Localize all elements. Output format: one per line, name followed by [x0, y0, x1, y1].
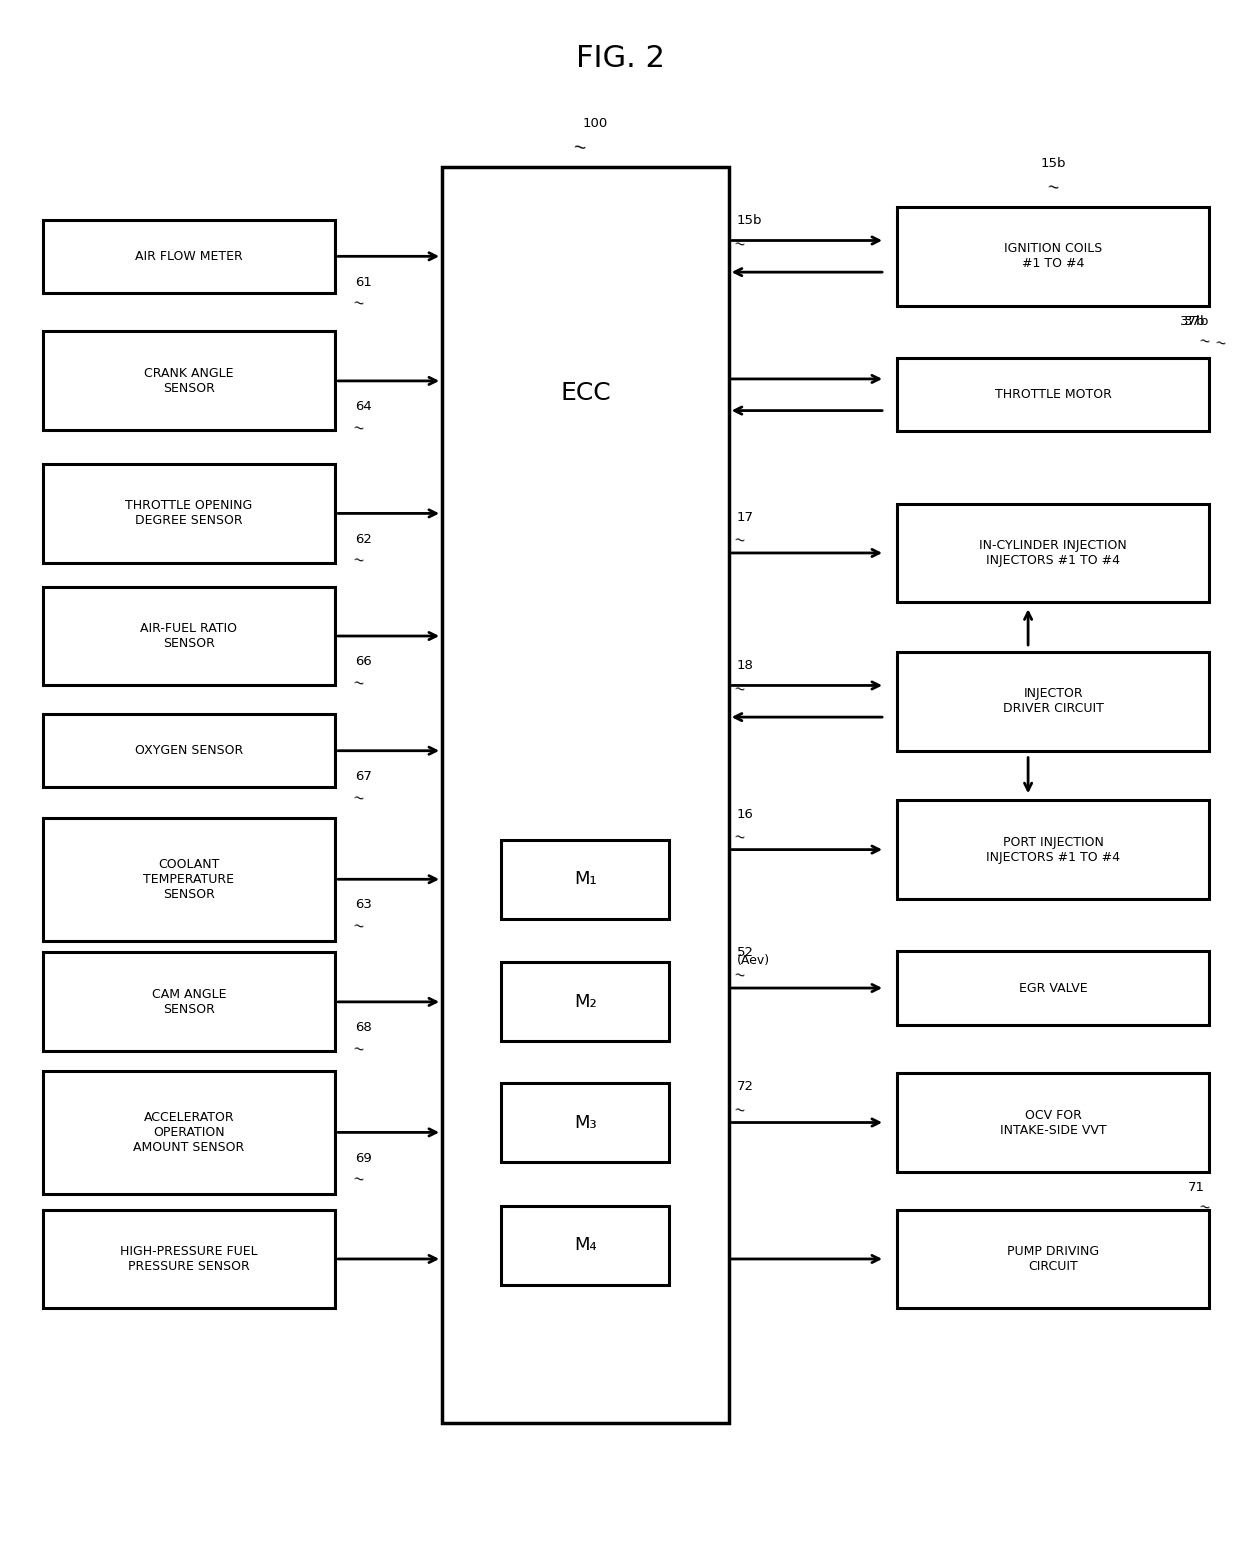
Bar	[501, 1083, 670, 1162]
Bar	[42, 331, 335, 430]
Bar	[897, 951, 1209, 1025]
Text: ~: ~	[1198, 1199, 1211, 1216]
Text: M₄: M₄	[574, 1236, 596, 1254]
Text: THROTTLE MOTOR: THROTTLE MOTOR	[994, 388, 1111, 401]
Text: OCV FOR
INTAKE-SIDE VVT: OCV FOR INTAKE-SIDE VVT	[999, 1108, 1106, 1137]
Text: 37b: 37b	[1180, 314, 1205, 328]
Text: OXYGEN SENSOR: OXYGEN SENSOR	[135, 744, 243, 757]
Bar	[42, 1071, 335, 1194]
Text: ~: ~	[572, 137, 588, 157]
Text: ~: ~	[351, 675, 365, 692]
Bar	[42, 713, 335, 787]
Text: 69: 69	[355, 1151, 372, 1165]
Text: IN-CYLINDER INJECTION
INJECTORS #1 TO #4: IN-CYLINDER INJECTION INJECTORS #1 TO #4	[980, 539, 1127, 567]
Text: 18: 18	[737, 660, 754, 672]
Text: ACCELERATOR
OPERATION
AMOUNT SENSOR: ACCELERATOR OPERATION AMOUNT SENSOR	[133, 1111, 244, 1154]
Text: 52: 52	[737, 946, 754, 959]
Text: CAM ANGLE
SENSOR: CAM ANGLE SENSOR	[151, 988, 226, 1016]
Bar	[897, 800, 1209, 898]
Text: ~: ~	[351, 1042, 365, 1057]
Text: ~: ~	[1198, 333, 1211, 350]
Text: AIR-FUEL RATIO
SENSOR: AIR-FUEL RATIO SENSOR	[140, 623, 237, 650]
Text: 64: 64	[355, 401, 372, 413]
Text: PUMP DRIVING
CIRCUIT: PUMP DRIVING CIRCUIT	[1007, 1245, 1099, 1273]
Text: (Aev): (Aev)	[737, 954, 770, 966]
Text: FIG. 2: FIG. 2	[575, 45, 665, 72]
Text: 17: 17	[737, 512, 754, 524]
Text: ~: ~	[351, 553, 365, 569]
Bar	[897, 652, 1209, 750]
Text: ~: ~	[351, 791, 365, 806]
Bar	[897, 504, 1209, 603]
Text: 67: 67	[355, 770, 372, 783]
Bar	[897, 206, 1209, 305]
Text: CRANK ANGLE
SENSOR: CRANK ANGLE SENSOR	[144, 367, 233, 394]
Text: 61: 61	[355, 276, 372, 288]
Text: PORT INJECTION
INJECTORS #1 TO #4: PORT INJECTION INJECTORS #1 TO #4	[986, 835, 1120, 863]
Bar	[441, 168, 729, 1422]
Text: ~: ~	[733, 533, 746, 549]
Text: ~: ~	[733, 237, 746, 253]
Bar	[501, 840, 670, 918]
Text: IGNITION COILS
#1 TO #4: IGNITION COILS #1 TO #4	[1004, 242, 1102, 270]
Text: 15b: 15b	[1040, 157, 1066, 170]
Text: ~: ~	[351, 1173, 365, 1188]
Bar	[42, 952, 335, 1051]
Bar	[501, 962, 670, 1042]
Text: M₂: M₂	[574, 992, 596, 1011]
Text: THROTTLE OPENING
DEGREE SENSOR: THROTTLE OPENING DEGREE SENSOR	[125, 499, 253, 527]
Bar	[42, 587, 335, 686]
Text: 72: 72	[737, 1080, 754, 1094]
Text: ~: ~	[733, 831, 746, 846]
Text: ECC: ECC	[560, 381, 611, 405]
Text: INJECTOR
DRIVER CIRCUIT: INJECTOR DRIVER CIRCUIT	[1003, 687, 1104, 715]
Text: 16: 16	[737, 807, 754, 820]
Bar	[897, 1073, 1209, 1173]
Text: ~: ~	[351, 421, 365, 436]
Text: M₁: M₁	[574, 871, 596, 888]
Text: ~: ~	[1045, 179, 1060, 196]
Text: 100: 100	[583, 117, 608, 131]
Text: ~: ~	[351, 918, 365, 935]
Bar	[897, 358, 1209, 431]
Text: 68: 68	[355, 1022, 372, 1034]
Text: ~: ~	[1213, 336, 1228, 351]
Text: 66: 66	[355, 655, 372, 669]
Text: EGR VALVE: EGR VALVE	[1019, 982, 1087, 994]
Bar	[42, 464, 335, 562]
Text: AIR FLOW METER: AIR FLOW METER	[135, 250, 243, 264]
Text: 15b: 15b	[737, 214, 763, 227]
Bar	[42, 220, 335, 293]
Text: ~: ~	[733, 968, 746, 985]
Text: ~: ~	[733, 1103, 746, 1119]
Bar	[897, 1210, 1209, 1308]
Text: HIGH-PRESSURE FUEL
PRESSURE SENSOR: HIGH-PRESSURE FUEL PRESSURE SENSOR	[120, 1245, 258, 1273]
Text: ~: ~	[351, 296, 365, 311]
Text: 71: 71	[1188, 1182, 1205, 1194]
Text: ~: ~	[733, 681, 746, 698]
Bar	[42, 818, 335, 940]
Text: M₃: M₃	[574, 1114, 596, 1131]
Text: COOLANT
TEMPERATURE
SENSOR: COOLANT TEMPERATURE SENSOR	[144, 858, 234, 901]
Text: 62: 62	[355, 533, 372, 546]
Text: 37b: 37b	[1184, 314, 1209, 328]
Bar	[501, 1205, 670, 1285]
Text: 63: 63	[355, 898, 372, 911]
Bar	[42, 1210, 335, 1308]
